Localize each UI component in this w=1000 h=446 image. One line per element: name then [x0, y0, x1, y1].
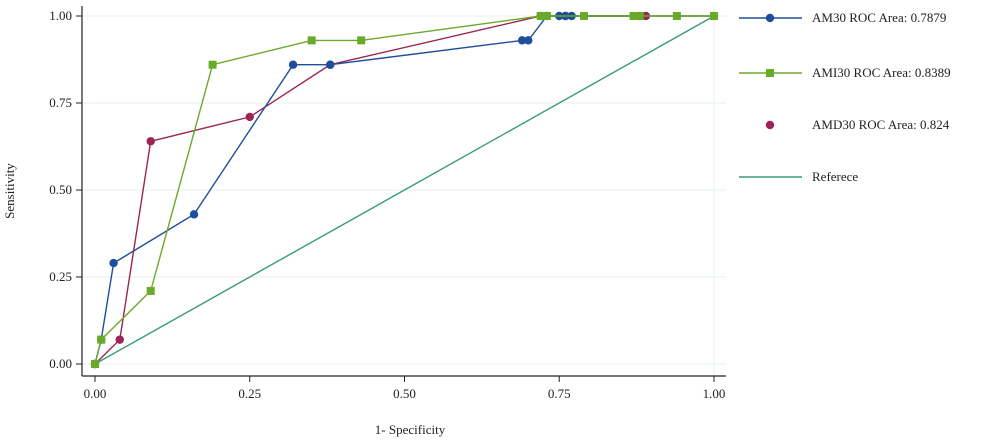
series-point-0: [288, 60, 298, 69]
series-point-1: [580, 12, 589, 20]
series-point-2: [115, 335, 124, 344]
x-axis-label: 1- Specificity: [375, 422, 446, 437]
series-point-0: [517, 36, 527, 45]
legend-entry-label: AMD30 ROC Area: 0.824: [812, 117, 950, 132]
x-tick-label: 0.25: [238, 386, 261, 401]
legend: AM30 ROC Area: 0.7879 AMI30 ROC Area: 0.8…: [739, 10, 951, 184]
series-point-2: [146, 137, 155, 146]
x-tick-label: 0.50: [393, 386, 416, 401]
legend-swatch-marker: [765, 13, 775, 23]
y-tick-label: 0.25: [49, 269, 72, 284]
y-tick-label: 0.75: [49, 95, 72, 110]
plot-area: [90, 11, 719, 369]
series-point-1: [97, 335, 106, 344]
y-tick-label: 1.00: [49, 8, 72, 23]
series-point-1: [208, 60, 217, 69]
x-tick-label: 0.00: [84, 386, 107, 401]
y-axis-label: Sensitivity: [2, 163, 17, 219]
legend-swatch-marker: [765, 120, 775, 130]
series-point-0: [109, 258, 118, 268]
series-point-1: [307, 36, 316, 45]
series-point-1: [635, 12, 644, 20]
legend-entry-label: AMI30 ROC Area: 0.8389: [812, 65, 951, 80]
series-point-1: [536, 12, 545, 20]
series-point-1: [91, 360, 99, 368]
series-point-0: [189, 210, 199, 219]
series-line-3: [94, 15, 715, 365]
series-point-0: [524, 36, 533, 45]
legend-swatch-marker: [766, 69, 774, 77]
series-point-1: [357, 36, 366, 45]
series-point-1: [629, 12, 638, 20]
series-point-1: [146, 286, 155, 295]
legend-entry-label: AM30 ROC Area: 0.7879: [812, 10, 946, 25]
series-point-1: [672, 12, 681, 20]
y-tick-label: 0.00: [49, 356, 72, 371]
x-tick-label: 0.75: [548, 386, 571, 401]
legend-entry-label: Referece: [812, 169, 858, 184]
series-point-0: [326, 60, 335, 69]
y-tick-label: 0.50: [49, 182, 72, 197]
series-point-1: [710, 12, 718, 20]
tick-labels: 0.00 0.25 0.50 0.75 1.00 0.00 0.25 0.50 0.75 1.00: [49, 8, 725, 401]
x-tick-label: 1.00: [703, 386, 726, 401]
series-point-1: [542, 12, 551, 20]
series-point-2: [245, 112, 254, 122]
